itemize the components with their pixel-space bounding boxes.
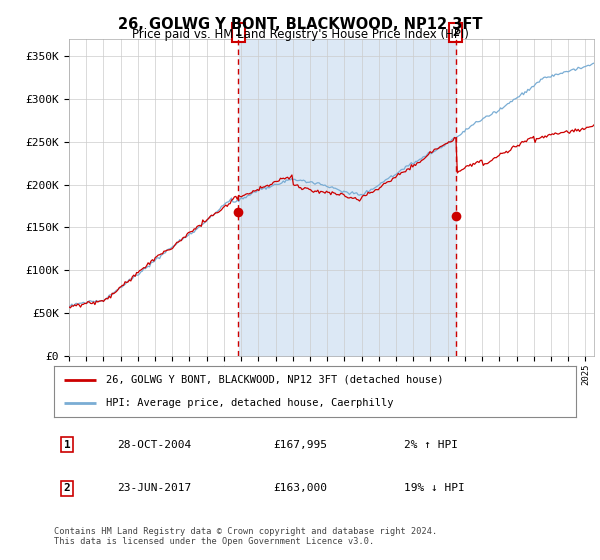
Text: HPI: Average price, detached house, Caerphilly: HPI: Average price, detached house, Caer… xyxy=(106,398,394,408)
Text: 1: 1 xyxy=(64,440,70,450)
Text: £167,995: £167,995 xyxy=(273,440,327,450)
Text: Contains HM Land Registry data © Crown copyright and database right 2024.
This d: Contains HM Land Registry data © Crown c… xyxy=(54,526,437,546)
Text: 26, GOLWG Y BONT, BLACKWOOD, NP12 3FT (detached house): 26, GOLWG Y BONT, BLACKWOOD, NP12 3FT (d… xyxy=(106,375,444,385)
Text: 2: 2 xyxy=(64,483,70,493)
Text: Price paid vs. HM Land Registry's House Price Index (HPI): Price paid vs. HM Land Registry's House … xyxy=(131,28,469,41)
Text: 1: 1 xyxy=(235,26,242,39)
Text: 19% ↓ HPI: 19% ↓ HPI xyxy=(404,483,464,493)
Text: 28-OCT-2004: 28-OCT-2004 xyxy=(116,440,191,450)
Text: 2: 2 xyxy=(452,26,460,39)
Text: £163,000: £163,000 xyxy=(273,483,327,493)
Text: 26, GOLWG Y BONT, BLACKWOOD, NP12 3FT: 26, GOLWG Y BONT, BLACKWOOD, NP12 3FT xyxy=(118,17,482,32)
Text: 23-JUN-2017: 23-JUN-2017 xyxy=(116,483,191,493)
Text: 2% ↑ HPI: 2% ↑ HPI xyxy=(404,440,458,450)
